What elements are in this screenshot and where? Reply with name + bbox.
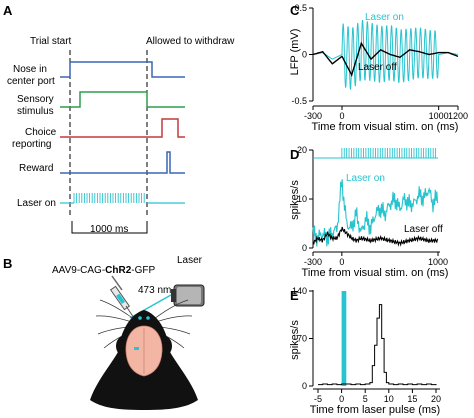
panel-e: E spikes/s 140 70 0 -5 0 5 10 15 20 Time from l…	[289, 286, 441, 416]
panel-e-xticks: -5 0 5 10 15 20	[314, 389, 441, 404]
panel-e-ytick-label: 0	[302, 381, 307, 391]
panel-d-xlabel: Time from visual stim. on (ms)	[302, 267, 449, 279]
panel-d-yticks: 20 10 0	[297, 145, 313, 253]
scale-bar	[71, 221, 148, 234]
panel-c-xtick-label: 1200	[448, 111, 468, 121]
panel-e-ytick-label: 140	[292, 286, 307, 296]
reward-trace	[60, 151, 185, 174]
panel-d-laser-off-line	[312, 226, 439, 247]
panel-e-plot	[318, 291, 437, 386]
panel-c-ylabel: LFP (mV)	[289, 29, 301, 76]
nose-in-trace	[60, 61, 185, 78]
panel-c-plot: 0	[302, 20, 459, 90]
panel-d-laser-on-line	[312, 179, 439, 247]
row-label-choice-1: Choice	[25, 127, 57, 138]
row-label-choice-2: reporting	[12, 139, 51, 150]
panel-c-xtick-label: -300	[304, 111, 322, 121]
row-label-nose-2: center port	[7, 76, 55, 87]
panel-c-xtick-label: 0	[339, 111, 344, 121]
panel-e-yticks: 140 70 0	[292, 286, 313, 391]
choice-trace	[60, 118, 185, 138]
panel-d-laser-pulses	[341, 148, 437, 158]
wavelength-label: 473 nm	[138, 285, 171, 296]
panel-e-xtick-label: 20	[431, 394, 441, 404]
panel-d-xticks: -300 0 1000	[304, 252, 448, 267]
allowed-to-withdraw-label: Allowed to withdraw	[146, 36, 235, 47]
row-label-nose-1: Nose in	[13, 64, 47, 75]
panel-d-label: D	[290, 147, 299, 162]
panel-d-ytick-label: 10	[297, 194, 307, 204]
panel-a: A Trial start Allowed to withdraw Nose i…	[3, 3, 235, 235]
panel-d-laser-on-label: Laser on	[346, 173, 385, 184]
stimulus-trace	[60, 91, 185, 108]
panel-c-ytick-label-1: 0	[302, 50, 307, 60]
panel-e-xtick-label: -5	[314, 394, 322, 404]
panel-c-ytick-label-0: 0.5	[294, 3, 307, 13]
row-label-reward: Reward	[19, 163, 53, 174]
panel-e-xtick-label: 15	[407, 394, 417, 404]
panel-b: B AAV9-CAG-ChR2-GFP Laser 473 nm	[3, 255, 205, 410]
panel-e-histogram	[318, 304, 437, 386]
row-label-stim-2: stimulus	[17, 106, 54, 117]
panel-b-label: B	[3, 256, 12, 271]
row-label-laser: Laser on	[17, 198, 56, 209]
panel-e-ylabel: spikes/s	[289, 320, 301, 360]
panel-d-ytick-label: 20	[297, 145, 307, 155]
panel-d-plot	[312, 179, 439, 247]
panel-a-label: A	[3, 3, 13, 18]
panel-c-label: C	[290, 3, 300, 18]
panel-d-xtick-label: 1000	[428, 257, 448, 267]
panel-c-xticks: -300 0 1000 1200	[304, 106, 468, 121]
row-label-stim-1: Sensory	[17, 94, 54, 105]
panel-c-laser-on-label: Laser on	[365, 12, 404, 23]
panel-c-laser-off-line	[312, 41, 459, 77]
panel-d-xtick-label: -300	[304, 257, 322, 267]
construct-label: AAV9-CAG-ChR2-GFP	[52, 265, 156, 276]
panel-c-laser-off-label: Laser off	[358, 62, 397, 73]
panel-d-laser-off-label: Laser off	[404, 224, 443, 235]
panel-c-xlabel: Time from visual stim. on (ms)	[312, 121, 459, 133]
panel-e-xtick-label: 0	[339, 394, 344, 404]
panel-e-ytick-label: 70	[297, 334, 307, 344]
panel-c-xtick-label: 1000	[429, 111, 449, 121]
panel-e-xtick-label: 5	[363, 394, 368, 404]
panel-d-ylabel: spikes/s	[289, 180, 301, 220]
panel-e-xtick-label: 10	[384, 394, 394, 404]
mouse-illustration	[90, 299, 198, 410]
laser-label: Laser	[177, 255, 203, 266]
laser-pulses	[73, 193, 145, 203]
laser-device-icon	[171, 284, 205, 307]
panel-d-xtick-label: 0	[339, 257, 344, 267]
panel-e-laser-pulse-bar	[341, 291, 347, 386]
trial-start-label: Trial start	[30, 36, 72, 47]
panel-d: D spikes/s 20 10 0 -300 0 1000 Time from vis…	[289, 145, 448, 279]
panel-c: C LFP (mV) 0.5 -0.5 -300 0 1000 1200 Time f…	[289, 3, 468, 133]
panel-c-laser-on-line	[313, 20, 458, 90]
panel-e-xlabel: Time from laser pulse (ms)	[310, 404, 440, 416]
panel-d-ytick-label: 0	[302, 243, 307, 253]
syringe-icon	[109, 275, 135, 319]
panel-c-ytick-label-2: -0.5	[291, 96, 307, 106]
scale-bar-label: 1000 ms	[90, 224, 128, 235]
panel-e-label: E	[290, 288, 299, 303]
